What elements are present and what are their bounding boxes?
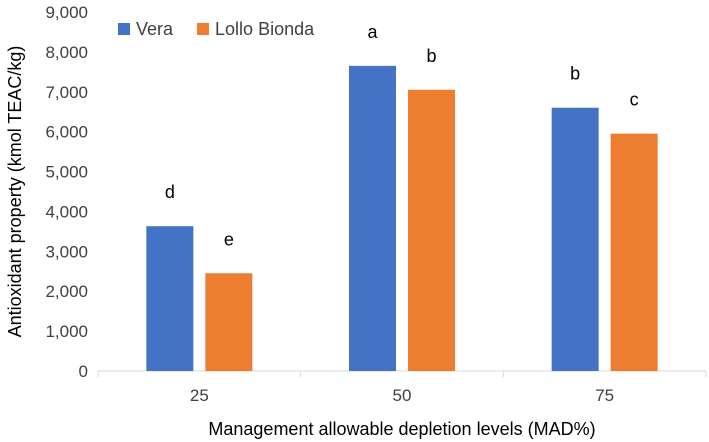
y-tick-label: 4,000 [45,202,88,221]
legend-swatch [118,23,130,35]
bar-vera-25 [146,226,194,371]
significance-letters: d e a b b c [165,22,639,249]
bar-lollo-bionda-75 [610,133,658,371]
legend-swatch [197,23,210,35]
significance-letter: b [426,46,436,66]
y-tick-label: 7,000 [45,83,88,102]
x-tick-label: 25 [190,386,209,405]
y-tick-label: 6,000 [45,123,88,142]
significance-letter: e [224,229,234,249]
bar-lollo-bionda-50 [408,89,455,372]
x-axis-title: Management allowable depletion levels (M… [208,419,595,439]
bars [146,65,658,372]
significance-letter: a [367,22,378,42]
y-tick-label: 2,000 [45,282,88,301]
y-tick-label: 5,000 [45,163,88,182]
y-tick-label: 8,000 [45,43,88,62]
legend-label: Vera [136,19,174,39]
bar-vera-50 [349,65,396,371]
significance-letter: b [570,64,580,84]
legend-label: Lollo Bionda [215,19,315,39]
legend: Vera Lollo Bionda [118,19,315,39]
y-tick-label: 1,000 [45,322,88,341]
x-tick-label: 75 [595,386,614,405]
x-axis-ticks: 25 50 75 [97,371,707,405]
y-tick-label: 0 [79,362,88,381]
y-tick-label: 3,000 [45,242,88,261]
x-tick-label: 50 [393,386,412,405]
significance-letter: c [630,90,639,110]
bar-vera-75 [551,107,599,371]
y-axis-ticks: 0 1,000 2,000 3,000 4,000 5,000 6,000 7,000 8,00… [45,3,88,381]
bar-lollo-bionda-25 [205,273,253,371]
y-axis-title: Antioxidant property (kmol TEAC/kg) [5,46,25,338]
significance-letter: d [165,182,175,202]
y-tick-label: 9,000 [45,3,88,22]
